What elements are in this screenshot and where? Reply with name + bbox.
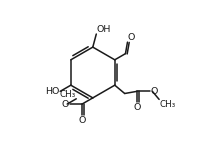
Text: CH₃: CH₃ xyxy=(59,89,76,98)
Text: O: O xyxy=(127,33,135,42)
Text: O: O xyxy=(62,99,69,109)
Text: O: O xyxy=(149,87,157,96)
Text: HO: HO xyxy=(45,87,59,96)
Text: O: O xyxy=(133,103,140,112)
Text: OH: OH xyxy=(96,25,111,34)
Text: O: O xyxy=(78,116,85,125)
Text: CH₃: CH₃ xyxy=(159,100,175,109)
